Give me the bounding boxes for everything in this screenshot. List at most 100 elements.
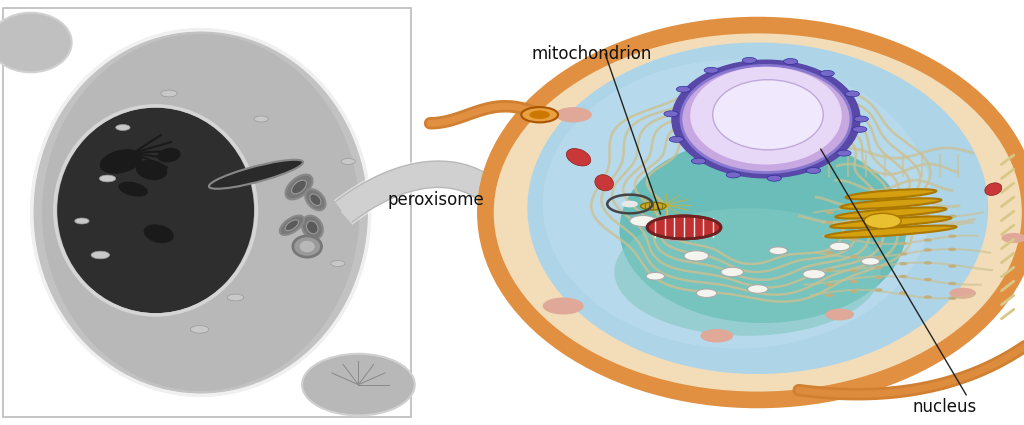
Circle shape [874,266,883,269]
Circle shape [555,107,592,122]
Circle shape [899,291,907,295]
Circle shape [705,67,719,73]
Circle shape [529,110,550,119]
Circle shape [850,238,858,241]
Circle shape [850,269,858,272]
Ellipse shape [286,220,298,231]
Circle shape [691,158,706,164]
Circle shape [874,224,883,228]
Ellipse shape [99,149,142,174]
Circle shape [861,258,880,265]
Circle shape [825,234,834,238]
Circle shape [850,289,858,293]
Ellipse shape [486,26,1024,399]
Circle shape [825,251,834,255]
Circle shape [99,175,116,182]
Circle shape [783,59,798,65]
Circle shape [837,150,851,156]
Ellipse shape [825,226,956,238]
Ellipse shape [119,181,147,197]
Ellipse shape [566,149,591,166]
Circle shape [700,329,733,343]
Circle shape [899,252,907,255]
Circle shape [161,90,177,97]
Circle shape [684,251,709,261]
Ellipse shape [647,216,721,239]
Circle shape [874,207,883,210]
Circle shape [116,125,130,130]
Circle shape [948,282,956,285]
Circle shape [676,86,690,92]
Ellipse shape [305,189,326,210]
Circle shape [803,269,825,279]
Circle shape [874,288,883,292]
Ellipse shape [830,216,951,228]
Circle shape [1001,233,1024,243]
Circle shape [853,126,867,132]
Ellipse shape [302,354,415,416]
Ellipse shape [286,175,312,199]
Circle shape [864,213,901,229]
Circle shape [899,228,907,231]
Circle shape [254,116,268,122]
Circle shape [227,294,244,301]
Circle shape [630,215,656,227]
Circle shape [948,297,956,300]
Ellipse shape [143,224,174,243]
Circle shape [924,215,932,218]
Ellipse shape [55,106,256,314]
Circle shape [850,280,858,283]
Circle shape [874,241,883,245]
Circle shape [825,269,834,272]
Ellipse shape [614,208,881,336]
Circle shape [820,71,835,76]
Circle shape [825,211,834,214]
Circle shape [899,211,907,214]
Ellipse shape [0,13,72,72]
FancyArrowPatch shape [341,199,371,224]
Circle shape [845,91,859,97]
Text: mitochondrion: mitochondrion [531,45,652,62]
Ellipse shape [641,202,666,210]
Circle shape [948,264,956,268]
Circle shape [190,326,209,333]
Ellipse shape [280,215,304,235]
Ellipse shape [293,236,322,257]
Circle shape [696,289,717,297]
Circle shape [825,221,834,224]
Ellipse shape [595,175,613,191]
Circle shape [854,116,868,122]
Ellipse shape [690,67,842,164]
Circle shape [742,57,757,63]
Circle shape [948,215,956,218]
Circle shape [646,272,665,280]
Ellipse shape [620,136,906,323]
Circle shape [769,247,787,255]
Circle shape [874,276,883,279]
Ellipse shape [836,207,946,218]
Circle shape [807,167,821,173]
Circle shape [850,255,858,258]
Circle shape [622,201,638,207]
Circle shape [664,111,678,117]
Ellipse shape [306,221,318,234]
Circle shape [948,235,956,238]
Circle shape [663,231,685,241]
Circle shape [924,228,932,232]
Ellipse shape [841,198,941,209]
Circle shape [924,278,932,281]
Circle shape [341,159,355,164]
Ellipse shape [42,34,359,391]
Circle shape [825,283,834,286]
Ellipse shape [136,160,167,180]
Ellipse shape [713,80,823,150]
Ellipse shape [292,180,306,194]
Circle shape [899,242,907,245]
Circle shape [825,294,834,297]
Ellipse shape [302,216,323,239]
Circle shape [899,262,907,265]
Ellipse shape [310,194,321,206]
Ellipse shape [543,60,932,348]
Circle shape [850,207,858,210]
Circle shape [91,251,110,259]
